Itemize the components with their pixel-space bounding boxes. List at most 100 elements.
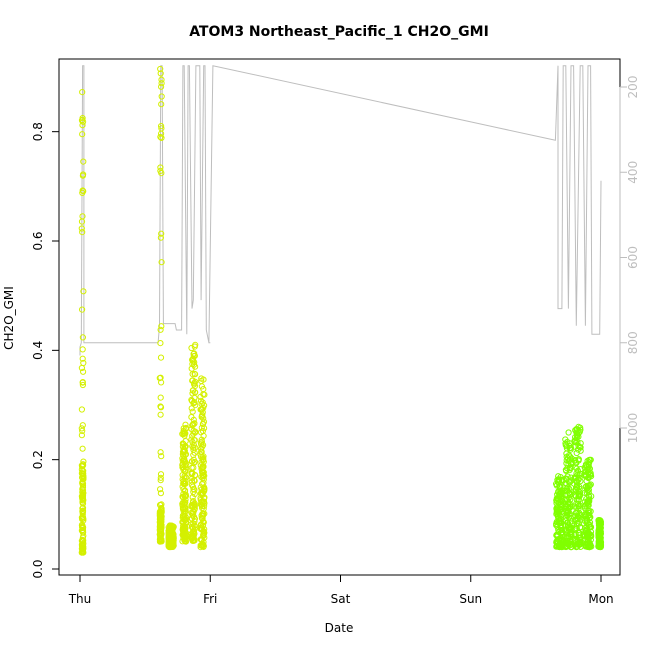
data-point	[188, 515, 196, 522]
data-point	[564, 473, 571, 480]
data-point	[168, 526, 176, 534]
data-point	[189, 443, 196, 450]
data-point	[586, 459, 593, 466]
data-point	[78, 225, 85, 232]
data-point	[158, 379, 165, 386]
data-point	[158, 93, 165, 100]
data-point	[587, 533, 594, 540]
data-point	[182, 508, 189, 515]
data-point	[200, 543, 207, 550]
data-point	[179, 483, 186, 490]
data-point	[559, 502, 566, 509]
data-point	[79, 379, 86, 386]
data-point	[78, 425, 85, 432]
data-point	[191, 382, 199, 390]
x-tick-label: Mon	[588, 592, 613, 606]
data-point	[166, 530, 173, 537]
data-point	[189, 503, 197, 510]
data-point	[585, 521, 593, 528]
data-point	[554, 506, 561, 513]
data-point	[198, 438, 205, 445]
data-point	[197, 397, 205, 404]
data-point	[79, 427, 86, 434]
data-point	[566, 467, 573, 474]
data-point	[577, 524, 584, 531]
data-point	[188, 405, 195, 412]
y-axis-label: CH2O_GMI	[2, 286, 16, 350]
data-point	[79, 131, 86, 138]
data-point	[79, 482, 87, 489]
data-point	[575, 502, 582, 509]
data-point	[573, 478, 581, 485]
data-point	[573, 538, 580, 546]
data-point	[157, 164, 164, 171]
data-point	[181, 531, 188, 538]
data-point	[157, 394, 164, 401]
data-point	[199, 411, 206, 418]
data-point	[563, 445, 571, 452]
data-point	[157, 354, 165, 361]
y2-tick-label: 600	[626, 246, 640, 269]
data-point	[192, 378, 199, 385]
data-point	[199, 503, 206, 510]
data-point	[198, 448, 205, 455]
data-point	[182, 538, 189, 545]
data-point	[201, 526, 208, 533]
data-point	[79, 461, 87, 468]
data-marks	[78, 65, 605, 556]
y-axis: 0.0 0.2 0.4 0.6 0.8	[31, 122, 60, 579]
data-point	[197, 495, 204, 502]
data-point	[79, 422, 86, 429]
data-point	[597, 519, 604, 526]
x-tick-label: Sun	[459, 592, 482, 606]
data-point	[79, 115, 86, 122]
data-point	[573, 504, 580, 511]
data-point	[179, 500, 186, 507]
data-point	[199, 399, 206, 406]
data-point	[182, 499, 189, 506]
data-point	[189, 377, 196, 384]
data-point	[157, 133, 164, 141]
x-axis-label: Date	[325, 621, 354, 635]
data-point	[577, 440, 584, 447]
data-point	[188, 414, 195, 421]
y2-tick-label: 400	[626, 161, 640, 184]
data-point	[188, 478, 195, 485]
data-point	[190, 459, 197, 466]
data-point	[573, 465, 580, 472]
data-point	[596, 518, 603, 525]
data-point	[80, 476, 87, 483]
data-point	[157, 326, 164, 333]
data-point	[200, 519, 207, 526]
data-point	[157, 526, 164, 533]
data-point	[553, 532, 560, 539]
data-point	[576, 472, 583, 479]
data-point	[79, 213, 86, 220]
data-point	[158, 76, 165, 83]
data-point	[79, 474, 86, 481]
data-point	[556, 483, 563, 490]
data-point	[564, 496, 571, 503]
data-point	[197, 393, 204, 400]
data-point	[582, 461, 590, 468]
data-point	[182, 421, 189, 428]
y-tick-label: 0.2	[31, 450, 45, 469]
data-point	[189, 432, 196, 439]
data-point	[78, 117, 86, 124]
data-point	[157, 486, 164, 493]
data-point	[199, 456, 206, 463]
data-point	[581, 498, 588, 505]
data-point	[189, 537, 197, 544]
data-point	[201, 484, 208, 491]
data-point	[575, 433, 582, 440]
data-point	[157, 471, 165, 478]
data-point	[191, 399, 198, 406]
data-point	[191, 458, 199, 466]
data-point	[201, 472, 208, 479]
data-point	[157, 477, 164, 484]
data-point	[554, 495, 561, 502]
data-point	[564, 438, 571, 446]
data-point	[586, 482, 593, 489]
data-point	[571, 438, 578, 445]
